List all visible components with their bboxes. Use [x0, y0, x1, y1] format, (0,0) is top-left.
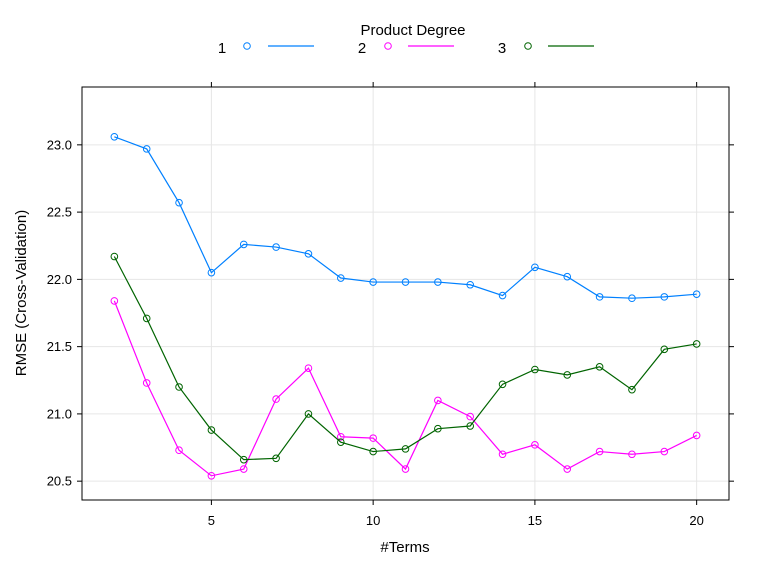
data-point: [239, 240, 248, 249]
data-point: [239, 465, 248, 473]
x-axis-label: #Terms: [380, 539, 429, 556]
series-2: [110, 297, 701, 480]
series-layer: [110, 132, 701, 480]
legend-label: 2: [358, 40, 366, 57]
data-point: [595, 293, 604, 301]
data-point: [337, 432, 345, 441]
data-point: [595, 447, 604, 456]
y-tick-label: 21.0: [47, 406, 72, 421]
data-point: [531, 263, 539, 272]
data-point: [369, 434, 377, 442]
data-point: [239, 455, 248, 464]
data-point: [563, 465, 572, 473]
data-point: [337, 438, 345, 446]
data-point: [207, 268, 216, 277]
data-point: [595, 363, 604, 371]
legend-label: 1: [218, 40, 226, 57]
data-point: [175, 446, 183, 455]
x-tick-label: 5: [208, 513, 215, 528]
data-point: [628, 294, 636, 303]
y-tick-label: 22.5: [47, 205, 72, 220]
y-axis-label: RMSE (Cross-Validation): [13, 210, 30, 376]
data-point: [175, 198, 183, 207]
data-point: [563, 272, 572, 281]
data-point: [434, 424, 442, 433]
data-point: [531, 365, 539, 374]
legend-item-1: 1: [218, 40, 314, 57]
data-point: [142, 145, 151, 153]
data-point: [628, 385, 636, 394]
series-1: [110, 132, 701, 303]
data-point: [207, 471, 216, 480]
data-point: [272, 454, 280, 463]
series-3: [110, 252, 701, 464]
plot-frame: [81, 86, 730, 501]
data-point: [207, 426, 216, 434]
series-line: [114, 136, 697, 299]
series-line: [113, 300, 697, 477]
x-tick-label: 15: [528, 513, 542, 528]
data-point: [142, 314, 151, 323]
data-point: [466, 422, 475, 430]
data-point: [466, 412, 475, 421]
data-point: [401, 278, 410, 286]
data-point: [304, 250, 313, 258]
legend: Product Degree 1 2 3: [218, 22, 594, 57]
legend-marker: [243, 42, 251, 50]
data-point: [498, 450, 507, 459]
data-point: [304, 364, 313, 372]
legend-marker: [384, 42, 392, 50]
data-point: [337, 274, 345, 282]
data-point: [692, 290, 701, 298]
data-point: [110, 132, 119, 141]
data-point: [401, 445, 410, 453]
data-point: [628, 450, 636, 459]
y-tick-label: 22.0: [47, 272, 72, 287]
legend-marker: [524, 42, 532, 50]
data-point: [272, 395, 280, 403]
data-point: [401, 465, 410, 473]
data-point: [692, 340, 701, 348]
data-point: [304, 410, 313, 418]
data-point: [660, 447, 669, 456]
legend-item-2: 2: [358, 40, 454, 57]
series-line: [113, 256, 697, 461]
data-point: [660, 293, 669, 301]
data-point: [110, 297, 119, 305]
grid: [82, 87, 729, 500]
legend-label: 3: [498, 40, 506, 57]
data-point: [175, 383, 183, 391]
y-tick-label: 21.5: [47, 339, 72, 354]
data-point: [272, 243, 280, 251]
data-point: [110, 252, 119, 261]
data-point: [563, 371, 572, 379]
data-point: [142, 379, 151, 387]
data-point: [660, 345, 669, 354]
x-tick-label: 20: [689, 513, 703, 528]
data-point: [692, 431, 701, 440]
data-point: [369, 278, 377, 286]
y-tick-label: 20.5: [47, 474, 72, 489]
x-tick-label: 10: [366, 513, 380, 528]
data-point: [531, 441, 539, 449]
data-point: [434, 278, 442, 286]
axis-ticks: 5 10 15 20 20.5 21.0 21.5 22.0 22.5 23.0: [47, 82, 734, 528]
legend-item-3: 3: [498, 40, 594, 57]
data-point: [498, 380, 507, 389]
data-point: [434, 396, 442, 405]
y-tick-label: 23.0: [47, 137, 72, 152]
legend-title: Product Degree: [360, 22, 465, 39]
data-point: [466, 280, 475, 289]
data-point: [369, 447, 377, 456]
data-point: [498, 291, 507, 300]
